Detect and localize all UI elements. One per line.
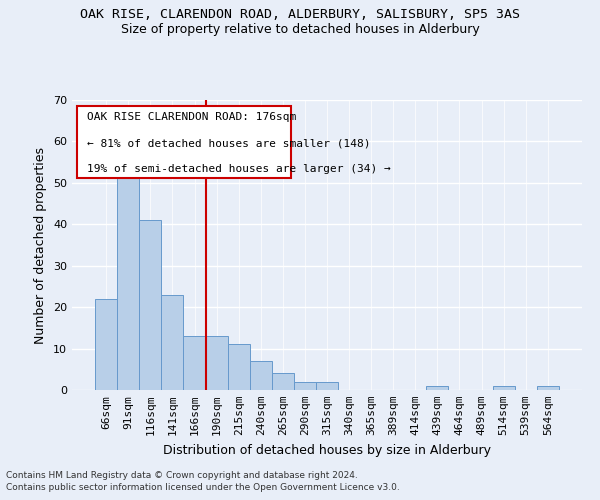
Bar <box>117 154 139 390</box>
X-axis label: Distribution of detached houses by size in Alderbury: Distribution of detached houses by size … <box>163 444 491 456</box>
Bar <box>316 382 338 390</box>
Text: Size of property relative to detached houses in Alderbury: Size of property relative to detached ho… <box>121 22 479 36</box>
Y-axis label: Number of detached properties: Number of detached properties <box>34 146 47 344</box>
Bar <box>294 382 316 390</box>
Text: 19% of semi-detached houses are larger (34) →: 19% of semi-detached houses are larger (… <box>88 164 391 174</box>
Text: Contains HM Land Registry data © Crown copyright and database right 2024.: Contains HM Land Registry data © Crown c… <box>6 471 358 480</box>
Bar <box>206 336 227 390</box>
Text: Contains public sector information licensed under the Open Government Licence v3: Contains public sector information licen… <box>6 484 400 492</box>
Bar <box>250 361 272 390</box>
Bar <box>537 386 559 390</box>
Bar <box>272 374 294 390</box>
Bar <box>161 294 184 390</box>
Text: ← 81% of detached houses are smaller (148): ← 81% of detached houses are smaller (14… <box>88 138 371 148</box>
Bar <box>427 386 448 390</box>
Bar <box>184 336 206 390</box>
Text: OAK RISE, CLARENDON ROAD, ALDERBURY, SALISBURY, SP5 3AS: OAK RISE, CLARENDON ROAD, ALDERBURY, SAL… <box>80 8 520 20</box>
Bar <box>227 344 250 390</box>
Bar <box>493 386 515 390</box>
Bar <box>95 299 117 390</box>
FancyBboxPatch shape <box>77 106 291 178</box>
Text: OAK RISE CLARENDON ROAD: 176sqm: OAK RISE CLARENDON ROAD: 176sqm <box>88 112 296 122</box>
Bar <box>139 220 161 390</box>
